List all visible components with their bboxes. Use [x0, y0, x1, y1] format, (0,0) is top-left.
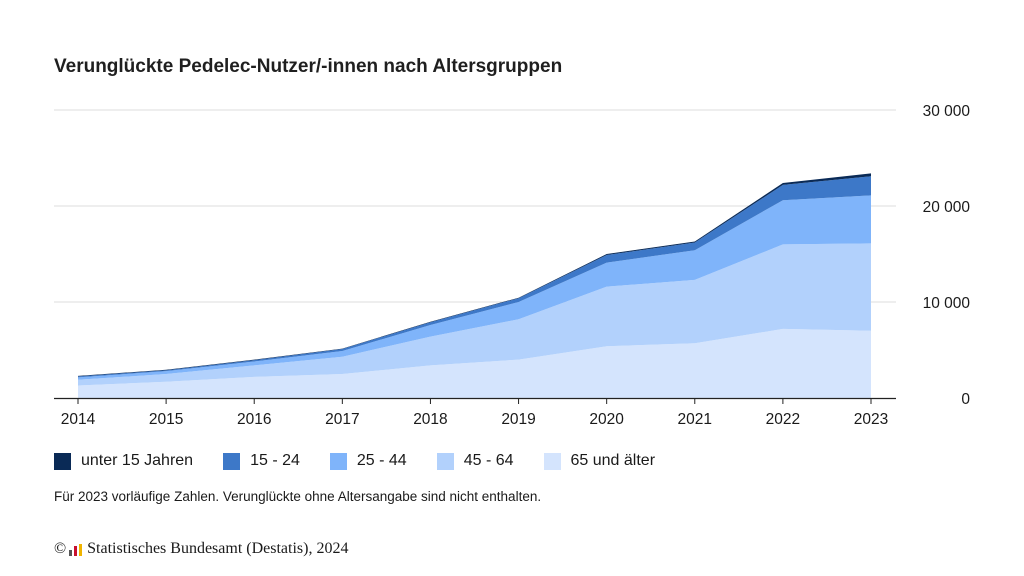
legend-label: 15 - 24	[250, 452, 300, 469]
legend-swatch	[436, 452, 454, 470]
y-tick-label: 30 000	[923, 103, 971, 120]
y-tick-label: 10 000	[923, 295, 971, 312]
chart-legend: unter 15 Jahren 15 - 24 25 - 44 45 - 64 65 u…	[54, 452, 685, 470]
x-tick-label: 2016	[237, 411, 271, 428]
legend-label: 65 und älter	[570, 452, 656, 469]
area-series-45-64	[78, 243, 871, 386]
x-tick-label: 2022	[766, 411, 800, 428]
legend-item: unter 15 Jahren	[54, 452, 193, 470]
source-credit: © Statistisches Bundesamt (Destatis), 20…	[54, 540, 348, 558]
x-tick-label: 2017	[325, 411, 359, 428]
legend-item: 25 - 44	[329, 452, 407, 470]
legend-label: 25 - 44	[356, 452, 407, 469]
area-series-15-24	[78, 176, 871, 378]
destatis-logo-icon	[69, 544, 83, 556]
x-tick-label: 2020	[589, 411, 624, 428]
area-series-25-44	[78, 195, 871, 380]
x-tick-label: 2014	[61, 411, 96, 428]
x-tick-label: 2019	[501, 411, 535, 428]
source-text: Statistisches Bundesamt (Destatis), 2024	[87, 540, 349, 557]
copyright-symbol: ©	[54, 540, 67, 557]
legend-swatch	[329, 452, 347, 470]
legend-swatch	[543, 452, 561, 470]
y-tick-label: 0	[961, 391, 970, 408]
legend-swatch	[54, 452, 71, 470]
x-tick-label: 2018	[413, 411, 447, 428]
y-tick-label: 20 000	[923, 199, 971, 216]
chart-title: Verunglückte Pedelec-Nutzer/-innen nach …	[54, 56, 563, 77]
footnote: Für 2023 vorläufige Zahlen. Verunglückte…	[54, 489, 542, 504]
legend-label: unter 15 Jahren	[81, 452, 194, 469]
legend-swatch	[223, 452, 241, 470]
legend-item: 65 und älter	[543, 452, 656, 470]
area-series-65-und-älter	[78, 328, 871, 398]
legend-item: 15 - 24	[223, 452, 300, 470]
x-tick-label: 2021	[678, 411, 712, 428]
legend-label: 45 - 64	[463, 452, 514, 469]
x-tick-label: 2023	[854, 411, 888, 428]
x-tick-label: 2015	[149, 411, 183, 428]
legend-item: 45 - 64	[436, 452, 514, 470]
